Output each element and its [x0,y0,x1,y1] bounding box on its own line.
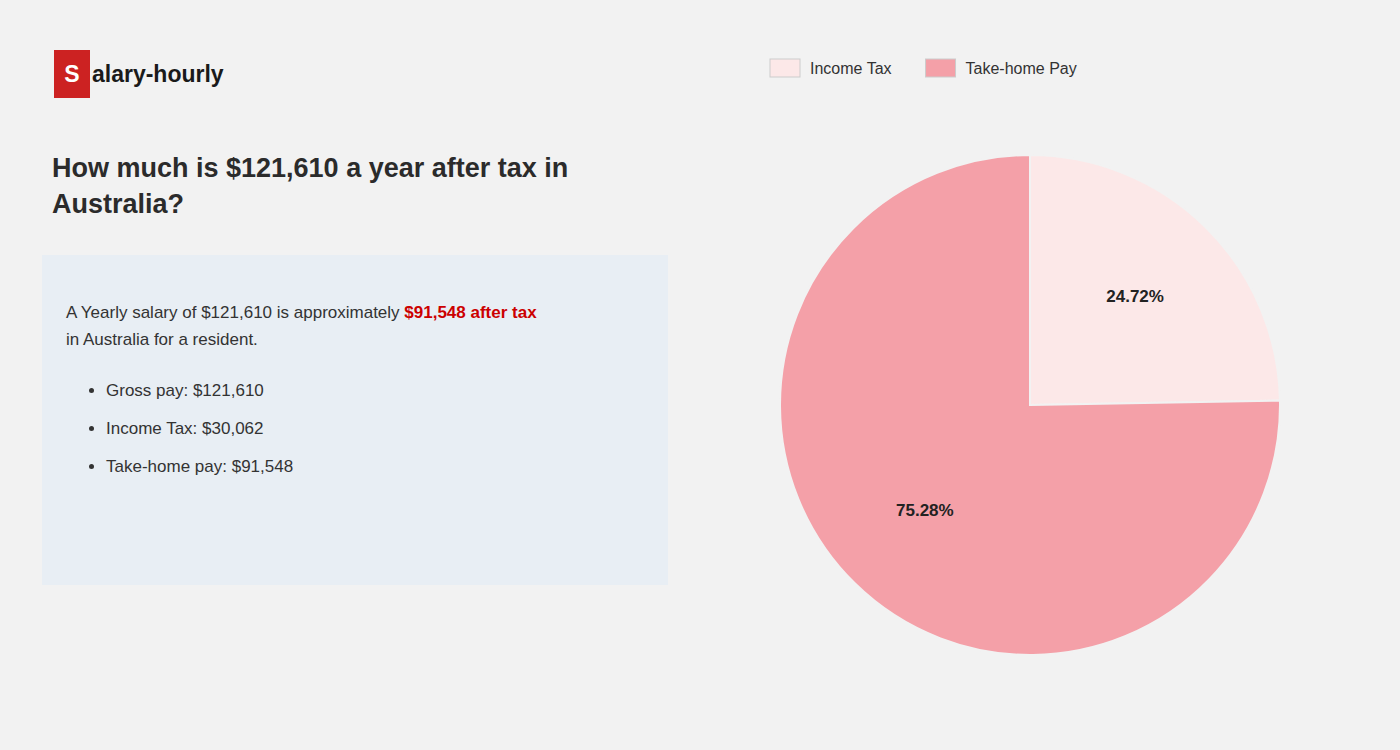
summary-highlight: $91,548 after tax [404,303,536,322]
legend-label: Income Tax [810,60,892,77]
data-label: 75.28% [896,501,954,520]
bullet-item: Income Tax: $30,062 [106,419,644,439]
legend-label: Take-home Pay [966,60,1077,77]
legend-swatch [770,59,800,77]
chart-panel: Income Tax Take-home Pay 24.72% 75.28% [680,0,1380,750]
data-label: 24.72% [1106,287,1164,306]
summary-text: in Australia for a resident. [66,330,258,349]
pie-slice [1030,155,1280,405]
bullet-list: Gross pay: $121,610 Income Tax: $30,062 Ta… [66,381,644,477]
summary: A Yearly salary of $121,610 is approxima… [66,299,644,353]
text-panel: Salary-hourly How much is $121,610 a year… [0,0,700,750]
logo: Salary-hourly [54,50,224,98]
logo-text: alary-hourly [92,61,224,88]
summary-text: A Yearly salary of $121,610 is approxima… [66,303,404,322]
legend-swatch [926,59,956,77]
legend: Income Tax Take-home Pay [770,59,1077,77]
pie-slice [780,155,1280,655]
info-box: A Yearly salary of $121,610 is approxima… [42,255,668,585]
slices [780,155,1280,655]
logo-letter: S [54,50,90,98]
bullet-item: Gross pay: $121,610 [106,381,644,401]
pie-chart: Income Tax Take-home Pay 24.72% 75.28% [680,0,1380,750]
data-labels: 24.72% 75.28% [896,287,1164,520]
bullet-item: Take-home pay: $91,548 [106,457,644,477]
title: How much is $121,610 a year after tax in… [52,150,652,223]
